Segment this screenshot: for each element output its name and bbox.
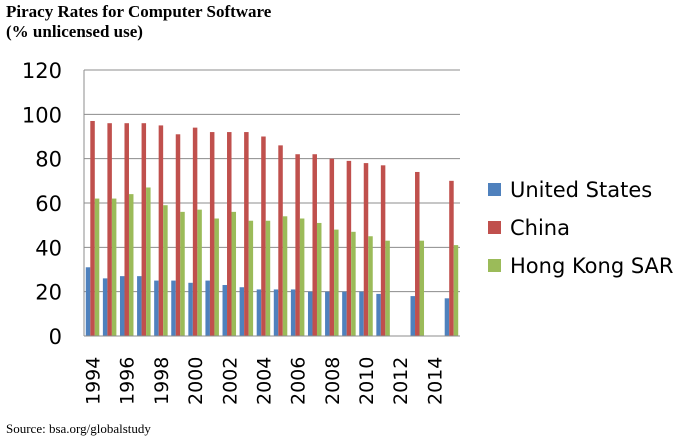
bar-china-2015 bbox=[449, 180, 454, 336]
bar-hong-kong-sar-2013 bbox=[419, 240, 425, 336]
bar-hong-kong-sar-1994 bbox=[94, 198, 100, 336]
bar-china-2002 bbox=[227, 132, 232, 336]
y-tick-label: 80 bbox=[35, 148, 62, 172]
bar-china-2001 bbox=[209, 132, 215, 336]
bars bbox=[85, 120, 459, 337]
bar-united-states-2002 bbox=[222, 285, 228, 336]
x-tick-label: 2010 bbox=[356, 357, 378, 405]
bar-hong-kong-sar-1999 bbox=[180, 211, 185, 336]
bar-china-2008 bbox=[329, 158, 335, 336]
chart-title-line1: Piracy Rates for Computer Software bbox=[6, 2, 272, 21]
bar-china-2003 bbox=[244, 132, 249, 336]
bar-united-states-1999 bbox=[171, 280, 176, 336]
x-tick-label: 2004 bbox=[253, 357, 275, 405]
bar-china-1994 bbox=[90, 120, 95, 336]
bar-china-1995 bbox=[107, 123, 112, 336]
bar-hong-kong-sar-1997 bbox=[146, 187, 151, 336]
bar-hong-kong-sar-2010 bbox=[368, 236, 373, 336]
bar-china-2006 bbox=[295, 154, 300, 336]
y-tick-labels: 0 20 40 60 80 100 120 bbox=[22, 59, 62, 349]
x-tick-label: 2006 bbox=[288, 357, 310, 405]
bar-chart: 0 20 40 60 80 100 120 1994 1996 1998 2000 2002 2004… bbox=[22, 59, 674, 405]
chart-title-line2: (% unlicensed use) bbox=[6, 22, 143, 41]
axes bbox=[83, 70, 460, 337]
x-tick-label: 2002 bbox=[219, 357, 241, 405]
bar-hong-kong-sar-1996 bbox=[128, 194, 134, 336]
y-tick-label: 120 bbox=[22, 59, 62, 83]
legend-swatch bbox=[488, 259, 501, 272]
bar-china-1997 bbox=[141, 123, 147, 336]
bar-china-2011 bbox=[380, 165, 386, 336]
bar-china-2004 bbox=[261, 136, 266, 336]
bar-hong-kong-sar-2007 bbox=[316, 222, 322, 336]
bar-united-states-2001 bbox=[205, 280, 210, 336]
x-tick-labels: 1994 1996 1998 2000 2002 2004 2006 2008 2010 2012… bbox=[83, 357, 447, 405]
bar-united-states-2005 bbox=[273, 289, 279, 336]
bar-united-states-2010 bbox=[359, 291, 364, 336]
bar-china-2005 bbox=[278, 145, 283, 336]
bar-united-states-2009 bbox=[342, 291, 347, 336]
x-tick-label: 2014 bbox=[424, 357, 446, 405]
y-tick-label: 60 bbox=[35, 192, 62, 216]
y-tick-label: 20 bbox=[35, 281, 62, 305]
bar-china-2010 bbox=[363, 163, 369, 336]
bar-united-states-2003 bbox=[239, 287, 245, 336]
bar-united-states-2008 bbox=[325, 291, 330, 336]
bar-united-states-1998 bbox=[154, 280, 159, 336]
y-tick-label: 40 bbox=[35, 236, 62, 260]
bar-hong-kong-sar-2001 bbox=[214, 218, 219, 336]
bar-china-2000 bbox=[192, 127, 198, 336]
y-tick-label: 100 bbox=[22, 103, 62, 127]
bar-hong-kong-sar-2006 bbox=[299, 218, 305, 336]
x-tick-label: 2012 bbox=[390, 357, 412, 405]
bar-hong-kong-sar-2002 bbox=[231, 211, 237, 336]
bar-china-1999 bbox=[175, 134, 181, 336]
legend-swatch bbox=[488, 221, 501, 234]
bar-hong-kong-sar-2011 bbox=[385, 240, 390, 336]
bar-united-states-2006 bbox=[290, 289, 296, 336]
bar-united-states-2013 bbox=[410, 296, 416, 336]
bar-united-states-2000 bbox=[188, 282, 193, 336]
bar-united-states-1997 bbox=[137, 276, 142, 336]
bar-hong-kong-sar-2005 bbox=[282, 216, 288, 336]
x-tick-label: 1994 bbox=[83, 357, 105, 405]
legend-label: Hong Kong SAR bbox=[510, 254, 674, 278]
bar-hong-kong-sar-2000 bbox=[197, 209, 202, 336]
bar-united-states-1996 bbox=[119, 276, 125, 336]
bar-china-2007 bbox=[312, 154, 317, 336]
bar-united-states-2007 bbox=[307, 291, 313, 336]
bar-hong-kong-sar-2008 bbox=[334, 229, 339, 336]
x-tick-label: 2008 bbox=[322, 357, 344, 405]
legend: United States China Hong Kong SAR bbox=[488, 178, 674, 278]
bar-united-states-1994 bbox=[85, 267, 91, 336]
bar-united-states-2015 bbox=[444, 298, 450, 336]
bar-united-states-1995 bbox=[102, 278, 108, 336]
bar-hong-kong-sar-2004 bbox=[265, 220, 271, 336]
legend-label: China bbox=[510, 216, 570, 240]
bar-china-2013 bbox=[415, 171, 420, 336]
chart-title: Piracy Rates for Computer Software (% un… bbox=[6, 2, 271, 42]
bar-united-states-2004 bbox=[256, 289, 262, 336]
legend-label: United States bbox=[510, 178, 652, 202]
bar-hong-kong-sar-2003 bbox=[248, 220, 254, 336]
y-tick-label: 0 bbox=[49, 325, 62, 349]
bar-hong-kong-sar-1995 bbox=[111, 198, 117, 336]
legend-swatch bbox=[488, 183, 501, 196]
bar-hong-kong-sar-2009 bbox=[351, 231, 356, 336]
source-note: Source: bsa.org/globalstudy bbox=[6, 421, 151, 436]
x-tick-label: 1998 bbox=[151, 357, 173, 405]
bar-united-states-2011 bbox=[376, 293, 381, 336]
x-tick-label: 2000 bbox=[185, 357, 207, 405]
x-tick-label: 1996 bbox=[117, 357, 139, 405]
bar-china-2009 bbox=[346, 160, 352, 336]
bar-hong-kong-sar-2015 bbox=[453, 245, 459, 336]
bar-hong-kong-sar-1998 bbox=[163, 205, 168, 336]
bar-china-1996 bbox=[124, 123, 129, 336]
bar-china-1998 bbox=[158, 125, 164, 337]
